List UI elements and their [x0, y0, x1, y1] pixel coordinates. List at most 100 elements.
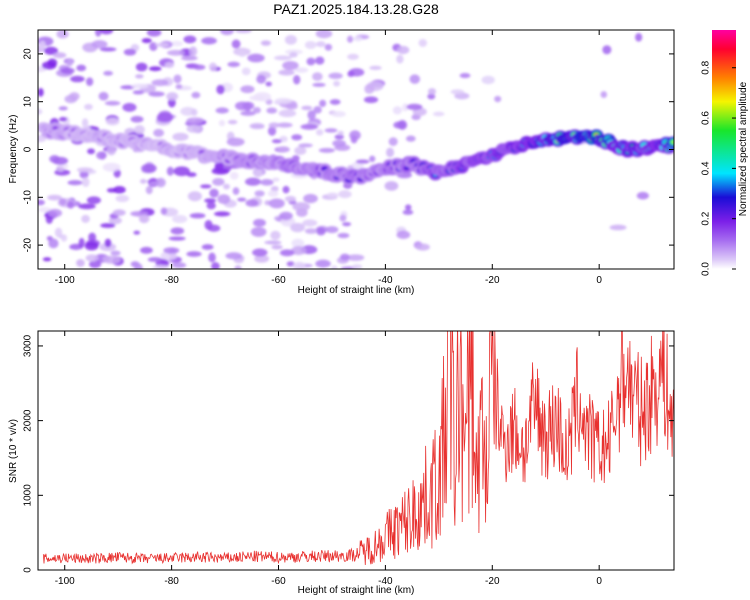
spectrogram-noise-cell — [302, 219, 318, 227]
spectrogram-noise-cell — [260, 40, 271, 46]
x-tick-label: -100 — [55, 275, 75, 286]
spectrogram-noise-cell — [418, 38, 428, 47]
spectrogram-noise-cell — [149, 181, 157, 186]
spectrogram-noise-cell — [106, 145, 116, 156]
spectrogram-noise-cell — [316, 41, 326, 48]
spectrogram-noise-cell — [156, 112, 174, 123]
spectrogram-noise-cell — [135, 74, 144, 79]
spectrogram-noise-cell — [134, 124, 145, 135]
spectrogram-noise-cell — [151, 79, 169, 87]
spectrogram-noise-cell — [102, 162, 121, 172]
spectrogram-noise-cell — [148, 91, 165, 97]
spectrogram-noise-cell — [66, 201, 75, 209]
spectrogram-ridge-cell — [53, 126, 58, 130]
spectrogram-noise-cell — [76, 64, 87, 72]
spectrogram-noise-cell — [168, 236, 186, 241]
x-tick-label: -80 — [164, 275, 179, 286]
spectrogram-noise-cell — [84, 103, 93, 110]
colorbar-tick-label: 0.8 — [701, 60, 712, 74]
spectrogram-noise-cell — [47, 194, 62, 201]
spectrogram-noise-cell — [187, 191, 202, 202]
spectrogram-noise-cell — [85, 77, 94, 86]
spectrogram-noise-cell — [347, 70, 355, 77]
x-tick-label: -40 — [378, 275, 393, 286]
spectrogram-noise-cell — [60, 234, 68, 242]
spectrogram-noise-cell — [45, 214, 53, 224]
spectrogram-noise-cell — [183, 35, 197, 44]
spectrogram-x-label: Height of straight line (km) — [298, 285, 415, 296]
spectrogram-ridge-cell — [671, 140, 674, 144]
spectrogram-noise-cell — [330, 265, 338, 269]
y-tick-label: 2000 — [23, 409, 34, 432]
spectrogram-noise-cell — [110, 250, 121, 256]
spectrogram-noise-cell — [44, 46, 59, 55]
spectrogram-noise-cell — [293, 74, 301, 85]
spectrogram-noise-cell — [81, 118, 89, 128]
spectrogram-noise-cell — [237, 197, 247, 202]
snr-y-label: SNR (10 * v/v) — [8, 419, 19, 483]
spectrogram-noise-cell — [264, 240, 282, 245]
spectrogram-noise-cell — [171, 40, 184, 47]
spectrogram-noise-cell — [342, 222, 352, 227]
spectrogram-noise-cell — [396, 45, 410, 55]
spectrogram-noise-cell — [329, 99, 341, 105]
colorbar-tick-label: 0.4 — [701, 161, 712, 175]
spectrogram-noise-cell — [284, 195, 297, 202]
spectrogram-noise-cell — [241, 67, 251, 76]
x-tick-label: -60 — [271, 576, 286, 587]
x-tick-label: -80 — [164, 576, 179, 587]
spectrogram-noise-cell — [95, 30, 102, 37]
x-tick-label: -100 — [55, 576, 75, 587]
spectrogram-noise-cell — [636, 191, 649, 200]
colorbar-tick-label: 0.6 — [701, 111, 712, 125]
spectrogram-noise-cell — [152, 264, 170, 269]
spectrogram-noise-cell — [172, 132, 189, 141]
spectrogram-noise-cell — [609, 224, 627, 231]
spectrogram-noise-cell — [89, 260, 102, 269]
spectrogram-noise-cell — [349, 130, 361, 141]
spectrogram-noise-cell — [172, 214, 188, 224]
spectrogram-noise-cell — [315, 259, 331, 268]
spectrogram-noise-cell — [227, 119, 238, 125]
y-tick-label: -10 — [23, 190, 34, 205]
spectrogram-noise-cell — [253, 218, 266, 227]
spectrogram-noise-cell — [274, 97, 292, 105]
spectrogram-noise-cell — [38, 134, 47, 143]
spectrogram-noise-cell — [66, 59, 73, 67]
spectrogram-noise-cell — [396, 54, 404, 64]
spectrogram-noise-cell — [298, 143, 313, 148]
spectrogram-noise-cell — [270, 185, 279, 192]
colorbar: 0.0 0.2 0.4 0.6 0.8 Normalized spectral ampl… — [701, 30, 749, 276]
y-tick-label: 20 — [23, 48, 34, 60]
spectrogram-noise-cell — [200, 184, 212, 189]
x-tick-label: 0 — [596, 576, 602, 587]
spectrogram-noise-cell — [304, 40, 317, 49]
spectrogram-noise-cell — [300, 123, 319, 130]
spectrogram-noise-cell — [133, 230, 141, 235]
spectrogram-noise-cell — [244, 177, 261, 186]
spectrogram-noise-cell — [171, 262, 187, 269]
spectrogram-noise-cell — [240, 85, 255, 94]
snr-series-line — [42, 331, 674, 565]
spectrogram-noise-cell — [250, 226, 267, 237]
spectrogram-noise-cell — [333, 80, 341, 87]
spectrogram-noise-cell — [173, 166, 190, 177]
spectrogram-noise-cell — [406, 103, 423, 111]
spectrogram-noise-cell — [88, 232, 97, 242]
spectrogram-noise-cell — [91, 40, 108, 49]
spectrogram-noise-cell — [211, 262, 220, 269]
spectrogram-noise-cell — [312, 82, 326, 87]
spectrogram-noise-cell — [346, 254, 365, 261]
spectrogram-noise-cell — [290, 222, 305, 233]
spectrogram-noise-cell — [122, 102, 137, 112]
spectrogram-noise-cell — [252, 106, 261, 114]
spectrogram-noise-cell — [316, 227, 326, 236]
spectrogram-noise-cell — [113, 186, 126, 194]
spectrogram-noise-cell — [166, 166, 174, 176]
spectrogram-noise-cell — [324, 43, 333, 51]
spectrogram-noise-cell — [115, 194, 130, 203]
x-tick-label: -20 — [485, 275, 500, 286]
spectrogram-noise-cell — [81, 177, 90, 187]
